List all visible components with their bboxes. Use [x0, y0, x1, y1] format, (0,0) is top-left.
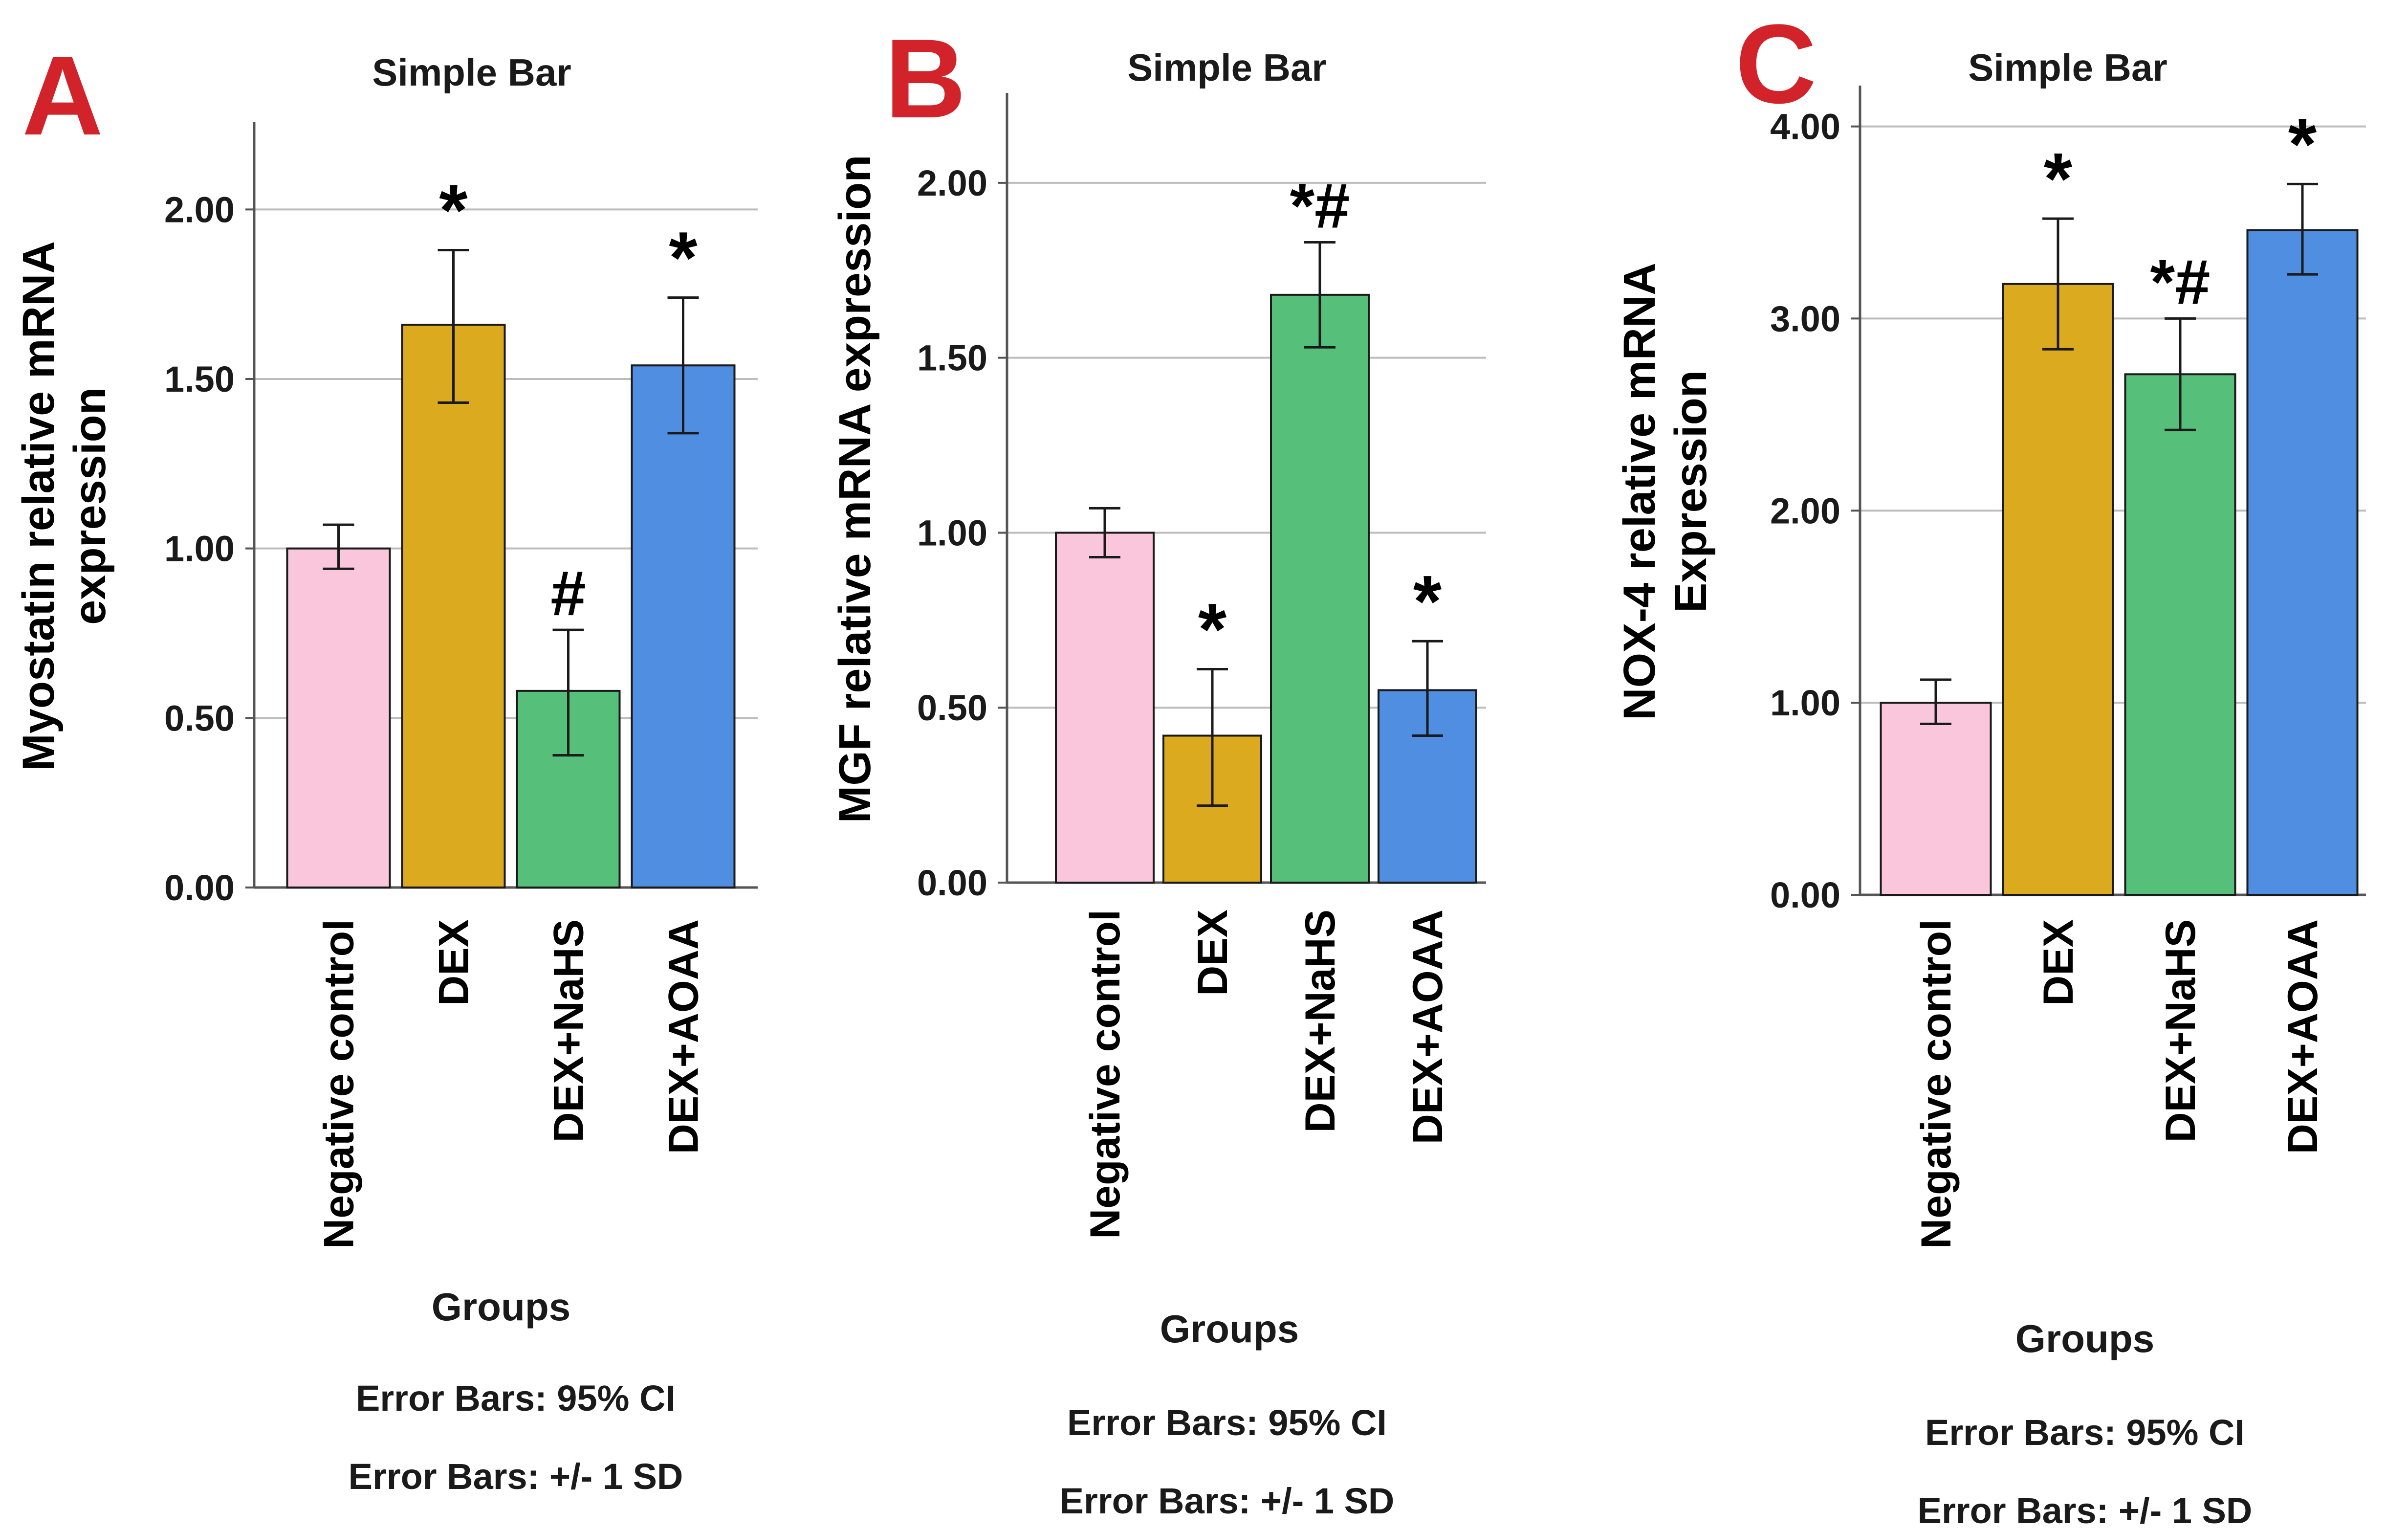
y-tick-label: 1.00	[1770, 683, 1840, 723]
y-axis-label: Expression	[1666, 370, 1716, 613]
error-bar-note: Error Bars: +/- 1 SD	[349, 1456, 683, 1497]
x-tick-label: Negative control	[316, 919, 363, 1249]
bar	[2124, 373, 2236, 896]
x-axis-label: Groups	[2015, 1317, 2154, 1360]
y-tick-label: 2.00	[1770, 490, 1840, 531]
x-tick-label: Negative control	[1082, 910, 1129, 1239]
x-axis-label: Groups	[432, 1285, 570, 1329]
y-axis-label: MGF relative mRNA expression	[830, 155, 880, 823]
significance-marker: *	[439, 169, 468, 251]
chart-title: Simple Bar	[1127, 46, 1326, 89]
x-tick-label: DEX	[431, 919, 478, 1006]
significance-marker: *	[2288, 103, 2317, 185]
bar	[631, 364, 736, 888]
x-tick-label: DEX+NaHS	[1297, 910, 1344, 1132]
significance-marker: #	[550, 557, 586, 629]
panel-b: B Simple Bar 0.00 0.50 1.00 1.50 2.00 MGF relat…	[830, 16, 1486, 1521]
x-axis-label: Groups	[1160, 1307, 1299, 1351]
bar	[401, 324, 506, 888]
x-tick-label: DEX+AOAA	[660, 919, 707, 1154]
bar	[286, 547, 391, 888]
y-tick-label: 4.00	[1770, 107, 1840, 147]
chart-title: Simple Bar	[372, 51, 571, 94]
y-tick-label: 0.00	[164, 867, 235, 908]
error-bar-note: Error Bars: 95% CI	[1067, 1402, 1387, 1443]
bar	[2246, 229, 2359, 896]
panel-a: A Simple Bar 0.00 0.50 1.00 1.50 2.00 Myostatin…	[14, 33, 758, 1497]
x-tick-label: DEX+AOAA	[1404, 910, 1451, 1144]
y-tick-label: 0.00	[1770, 875, 1840, 915]
x-tick-label: DEX	[2035, 919, 2082, 1006]
error-bar-note: Error Bars: 95% CI	[1925, 1412, 2245, 1453]
panel-letter: C	[1735, 1, 1817, 127]
chart-title: Simple Bar	[1968, 46, 2167, 89]
y-axis-label: NOX-4 relative mRNA	[1615, 263, 1664, 720]
y-axis-label: Myostatin relative mRNA	[14, 241, 64, 771]
y-axis-label: expression	[65, 387, 115, 625]
x-tick-label: DEX	[1189, 910, 1236, 996]
bar	[1270, 293, 1370, 884]
error-bar-note: Error Bars: 95% CI	[356, 1378, 676, 1419]
significance-marker: *#	[2150, 246, 2211, 317]
y-tick-label: 0.50	[164, 698, 235, 738]
error-bar-note: Error Bars: +/- 1 SD	[1918, 1490, 2253, 1531]
significance-marker: *	[669, 217, 698, 299]
y-tick-label: 3.00	[1770, 298, 1840, 339]
bar	[1055, 532, 1155, 884]
significance-marker: *	[1413, 560, 1442, 642]
y-tick-label: 0.50	[917, 688, 987, 728]
panel-letter: B	[885, 16, 966, 141]
y-tick-label: 1.00	[917, 512, 987, 553]
y-tick-label: 2.00	[164, 189, 235, 230]
x-tick-label: DEX+AOAA	[2279, 919, 2326, 1154]
panel-c: C Simple Bar 0.00 1.00 2.00 3.00 4.00 NOX-4 rel…	[1615, 1, 2366, 1531]
significance-marker: *	[1198, 588, 1227, 670]
significance-marker: *#	[1290, 170, 1350, 242]
x-tick-label: Negative control	[1913, 919, 1960, 1249]
panel-letter: A	[22, 33, 103, 158]
error-bar-note: Error Bars: +/- 1 SD	[1060, 1481, 1395, 1521]
y-tick-label: 0.00	[917, 863, 987, 903]
significance-marker: *	[2044, 137, 2073, 220]
y-tick-label: 2.00	[917, 163, 987, 203]
x-tick-label: DEX+NaHS	[2157, 919, 2204, 1142]
bar	[1880, 702, 1992, 896]
bar	[2002, 283, 2114, 896]
y-tick-label: 1.50	[164, 359, 235, 399]
x-tick-label: DEX+NaHS	[546, 919, 592, 1142]
y-tick-label: 1.50	[917, 338, 987, 378]
y-tick-label: 1.00	[164, 529, 235, 569]
